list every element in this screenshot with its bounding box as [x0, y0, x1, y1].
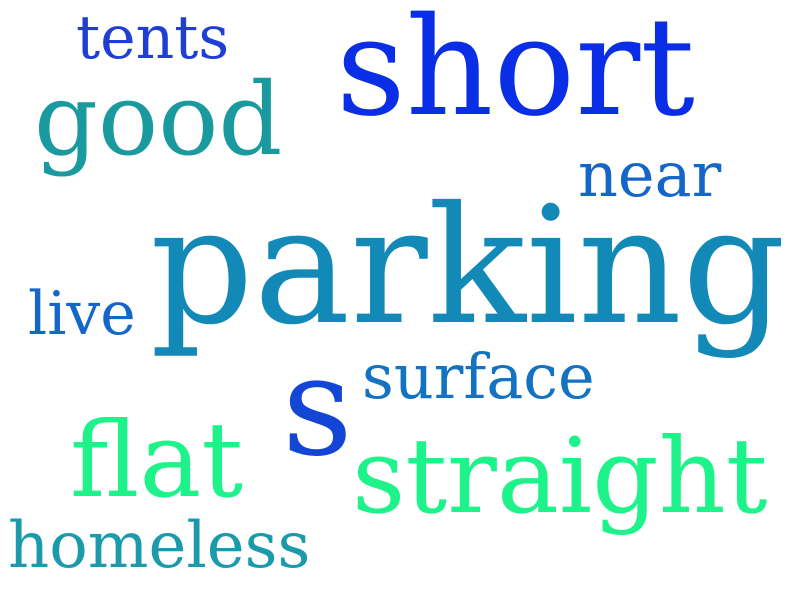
- word-short: short: [336, 0, 695, 147]
- word-parking: parking: [150, 173, 786, 361]
- word-straight: straight: [352, 415, 768, 537]
- word-tents: tents: [76, 3, 230, 73]
- word-near: near: [578, 138, 722, 211]
- word-surface: surface: [362, 340, 595, 413]
- word-live: live: [28, 279, 136, 349]
- word-homeless: homeless: [8, 509, 311, 583]
- word-flat: flat: [70, 399, 244, 521]
- word-good: good: [34, 61, 283, 178]
- word-s: s: [282, 326, 353, 487]
